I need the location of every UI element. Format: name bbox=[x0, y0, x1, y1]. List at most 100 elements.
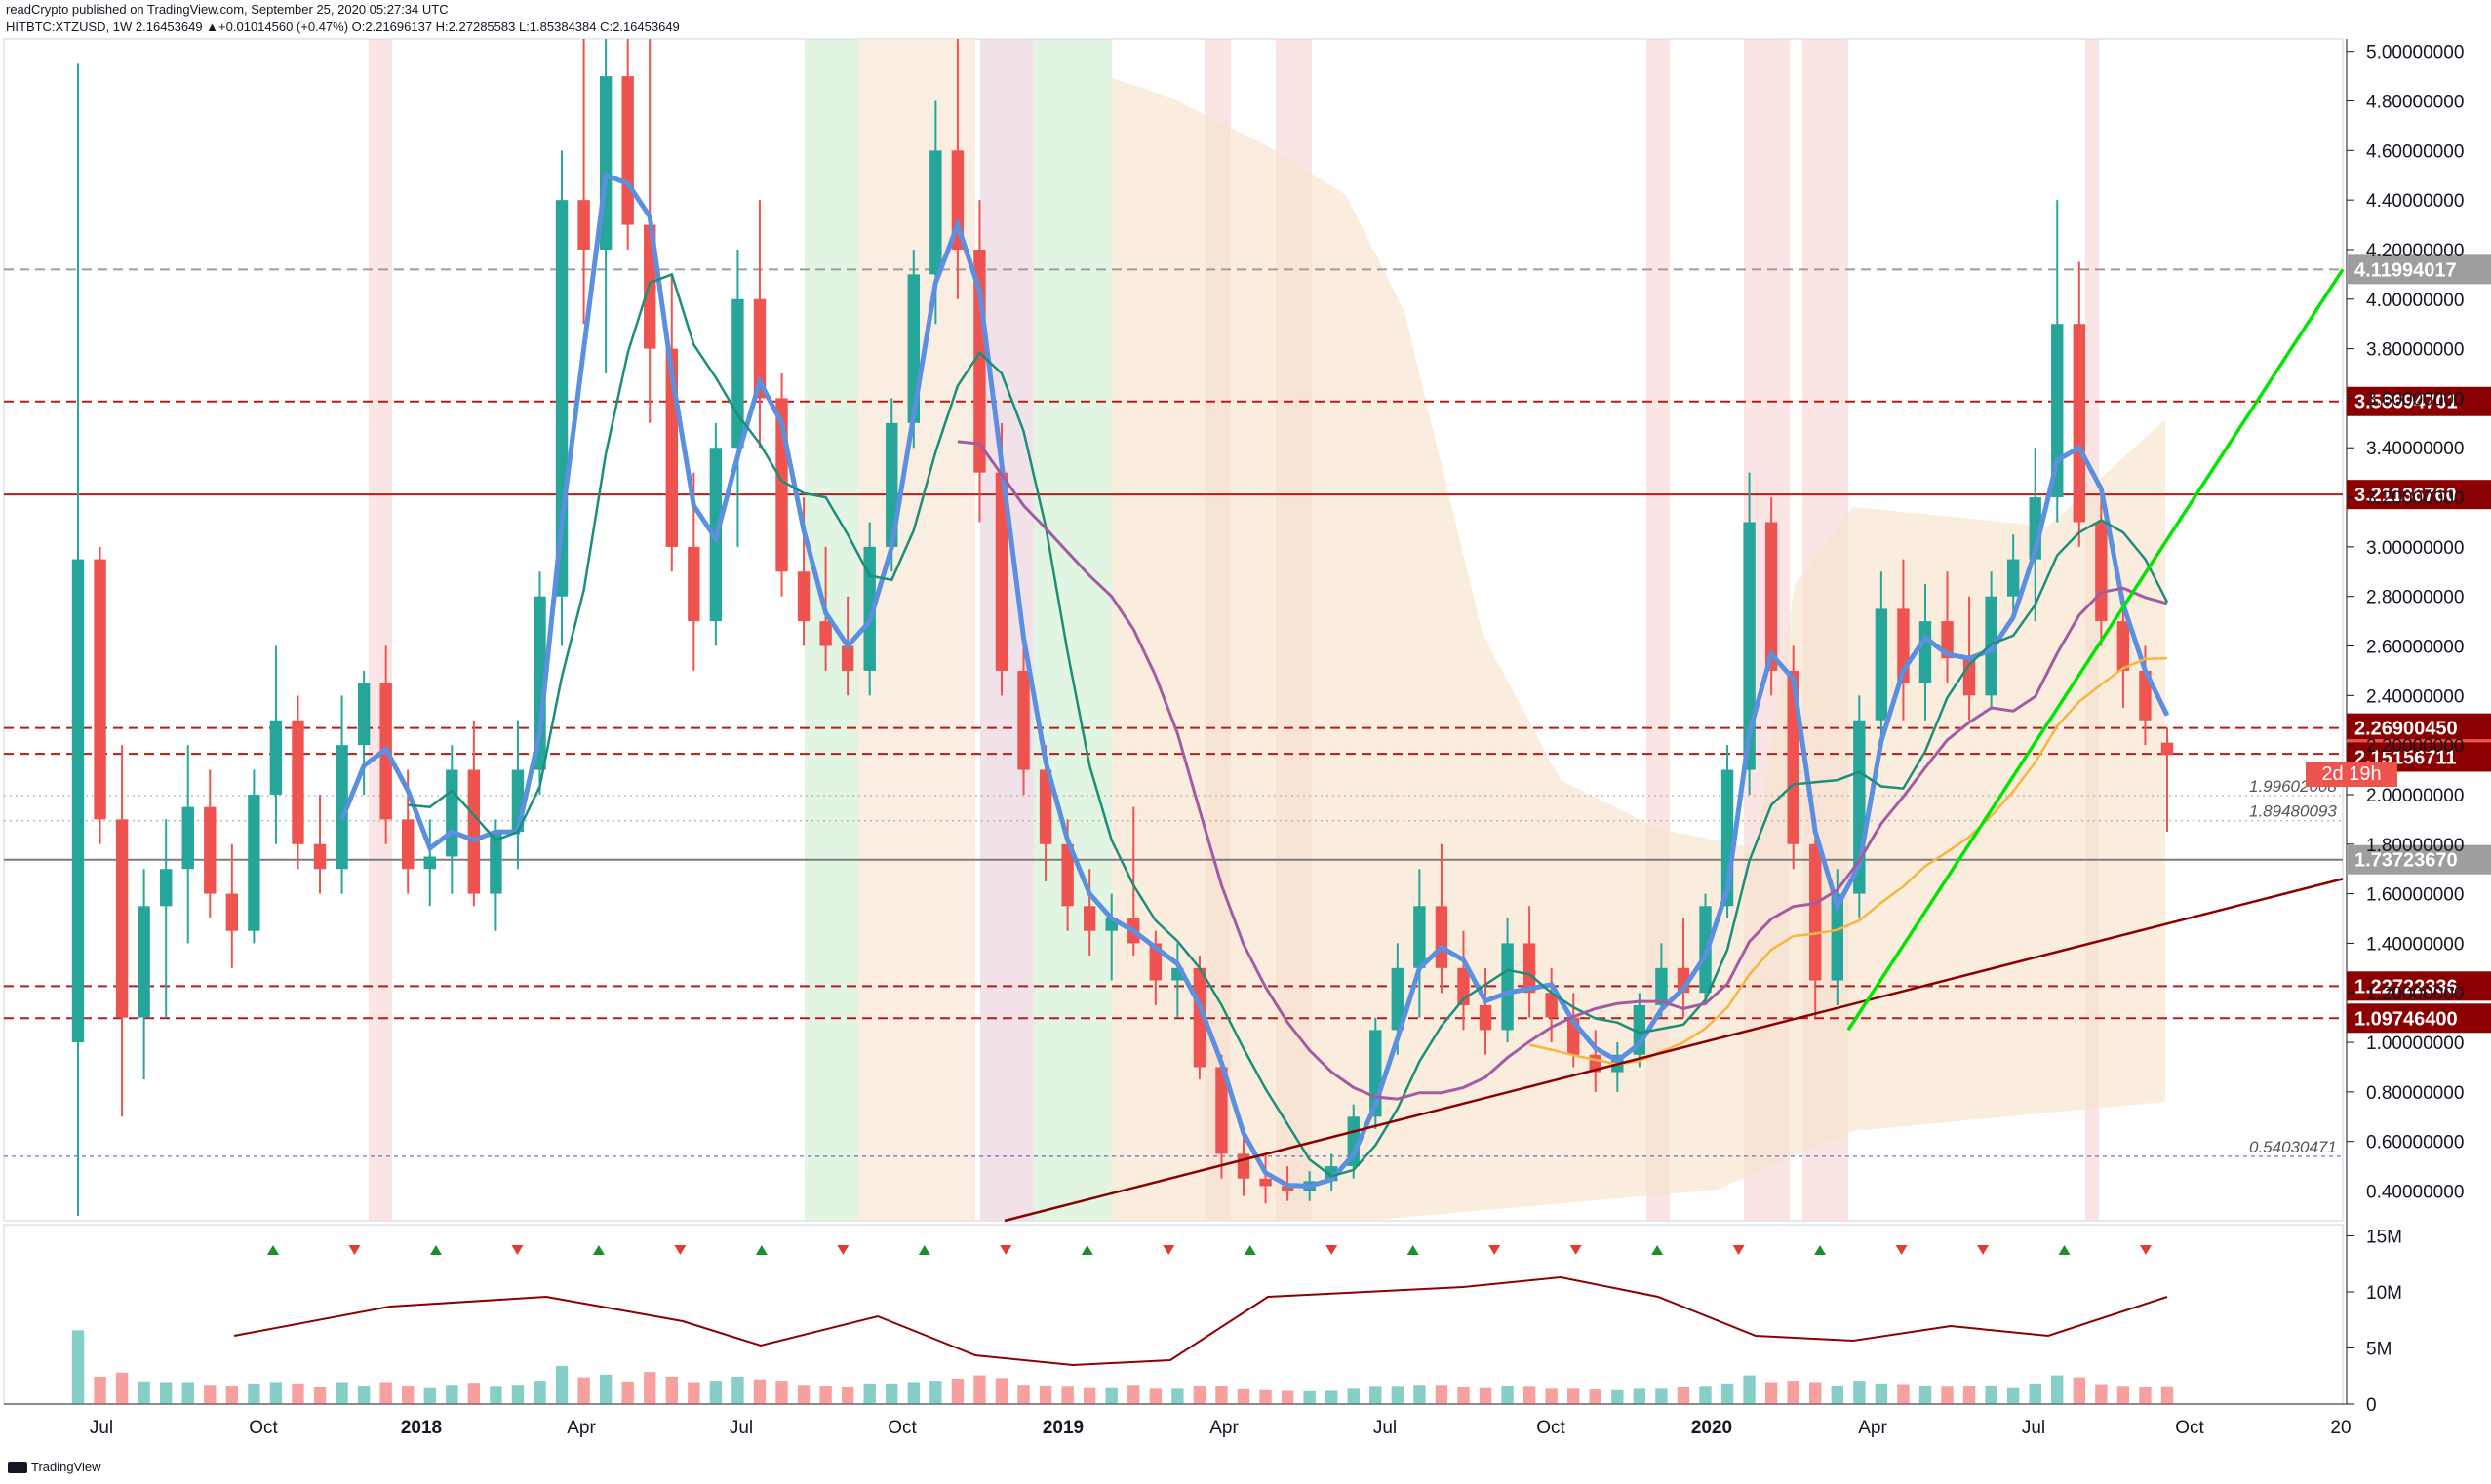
volume-bar bbox=[1479, 1387, 1492, 1404]
volume-bar bbox=[2139, 1386, 2152, 1404]
signal-up-icon bbox=[2058, 1245, 2071, 1255]
x-tick-label: 20 bbox=[2330, 1418, 2351, 1438]
y-tick-label: 1.60000000 bbox=[2366, 885, 2464, 906]
volume-bar bbox=[159, 1382, 173, 1404]
signal-up-icon bbox=[1651, 1245, 1664, 1255]
candle-body bbox=[929, 150, 942, 275]
volume-bar bbox=[688, 1382, 700, 1404]
signal-up-icon bbox=[267, 1245, 279, 1255]
candle-body bbox=[292, 720, 304, 844]
candle-body bbox=[2095, 522, 2108, 622]
volume-bar bbox=[1171, 1388, 1184, 1404]
x-tick-label: 2018 bbox=[401, 1418, 442, 1438]
candle-body bbox=[797, 571, 811, 622]
price-badge bbox=[2347, 254, 2491, 285]
candle-body bbox=[138, 906, 150, 1018]
candle-body bbox=[1918, 621, 1932, 683]
candle-body bbox=[1655, 967, 1668, 1005]
volume-ma-line bbox=[233, 1275, 2168, 1367]
candle-body bbox=[248, 794, 260, 931]
volume-bar bbox=[2073, 1377, 2086, 1404]
volume-bar bbox=[1259, 1389, 1272, 1404]
candle-body bbox=[336, 745, 348, 870]
tradingview-footer[interactable]: TradingView bbox=[8, 1460, 101, 1474]
volume-bar bbox=[1545, 1388, 1558, 1404]
volume-bar bbox=[467, 1383, 481, 1404]
volume-bar bbox=[886, 1383, 898, 1404]
candle-body bbox=[1281, 1186, 1294, 1191]
candle-body bbox=[313, 843, 327, 870]
signal-up-icon bbox=[1244, 1245, 1256, 1255]
price-badge bbox=[2347, 844, 2491, 875]
volume-bar bbox=[313, 1386, 327, 1404]
price-badge-label: 4.11994017 bbox=[2354, 259, 2457, 281]
candle-body bbox=[577, 200, 590, 250]
volume-bar bbox=[1391, 1386, 1404, 1404]
volume-bar bbox=[1413, 1385, 1426, 1404]
y-tick-label: 3.00000000 bbox=[2366, 538, 2464, 559]
published-info: readCrypto published on TradingView.com,… bbox=[6, 2, 449, 17]
x-tick-label: 2020 bbox=[1691, 1418, 1732, 1438]
x-tick-label: Jul bbox=[2022, 1418, 2045, 1438]
candle-body bbox=[225, 893, 239, 931]
volume-bar bbox=[621, 1381, 634, 1404]
y-tick-label: 0.60000000 bbox=[2366, 1133, 2464, 1153]
volume-bar bbox=[841, 1386, 854, 1404]
signal-up-icon bbox=[1814, 1245, 1827, 1255]
x-tick-label: Apr bbox=[1209, 1418, 1239, 1438]
candle-body bbox=[1413, 906, 1426, 968]
volume-bar bbox=[1985, 1385, 1997, 1404]
volume-bar bbox=[71, 1330, 85, 1404]
candle-body bbox=[1391, 967, 1404, 1031]
signal-down-icon bbox=[1569, 1245, 1582, 1255]
volume-bar bbox=[2006, 1387, 2020, 1404]
candle-body bbox=[2160, 742, 2174, 756]
y-tick-label: 0.40000000 bbox=[2366, 1183, 2464, 1203]
candle-body bbox=[94, 559, 106, 820]
volume-bar bbox=[775, 1381, 788, 1404]
volume-bar bbox=[292, 1383, 304, 1404]
volume-bar bbox=[731, 1376, 744, 1404]
candle-body bbox=[1347, 1116, 1360, 1167]
x-tick-label: Oct bbox=[888, 1418, 917, 1438]
volume-bar bbox=[1457, 1386, 1470, 1404]
volume-bar bbox=[94, 1376, 106, 1404]
signal-down-icon bbox=[837, 1245, 850, 1255]
x-tick-label: Jul bbox=[730, 1418, 753, 1438]
y-tick-label: 1.00000000 bbox=[2366, 1034, 2464, 1054]
y-tick-label: 2.80000000 bbox=[2366, 588, 2464, 608]
volatility-band bbox=[1112, 78, 2165, 1221]
tradingview-logo-icon bbox=[8, 1461, 27, 1473]
volume-bar bbox=[1875, 1383, 1888, 1404]
signal-down-icon bbox=[511, 1245, 524, 1255]
signal-down-icon bbox=[2140, 1245, 2152, 1255]
volume-bar bbox=[951, 1379, 965, 1404]
volume-bar bbox=[709, 1381, 723, 1404]
volume-bar bbox=[863, 1383, 876, 1404]
volume-bar bbox=[1127, 1385, 1140, 1404]
level-label: 1.89480093 bbox=[2249, 802, 2337, 821]
volume-bar bbox=[1787, 1381, 1799, 1404]
y-tick-label: 4.80000000 bbox=[2366, 93, 2464, 113]
x-tick-label: Jul bbox=[1373, 1418, 1397, 1438]
volume-bar bbox=[446, 1385, 458, 1404]
signal-down-icon bbox=[1488, 1245, 1501, 1255]
candle-body bbox=[841, 645, 854, 671]
candle-body bbox=[1743, 522, 1756, 770]
candle-body bbox=[1435, 906, 1448, 968]
signal-down-icon bbox=[1325, 1245, 1338, 1255]
signal-up-icon bbox=[1406, 1245, 1419, 1255]
volume-bar bbox=[1941, 1386, 1954, 1404]
candle-body bbox=[1522, 943, 1536, 994]
volume-bar bbox=[1853, 1381, 1866, 1404]
volume-bar bbox=[248, 1383, 260, 1404]
y-tick-label: 4.20000000 bbox=[2366, 241, 2464, 261]
volume-bar bbox=[1522, 1386, 1536, 1404]
tradingview-brand-label: TradingView bbox=[31, 1460, 101, 1474]
volume-bar bbox=[1347, 1388, 1360, 1404]
volume-bar bbox=[2116, 1386, 2130, 1404]
candle-body bbox=[2073, 324, 2086, 523]
y-tick-label: 4.60000000 bbox=[2366, 141, 2464, 162]
volume-bar bbox=[1237, 1388, 1250, 1404]
